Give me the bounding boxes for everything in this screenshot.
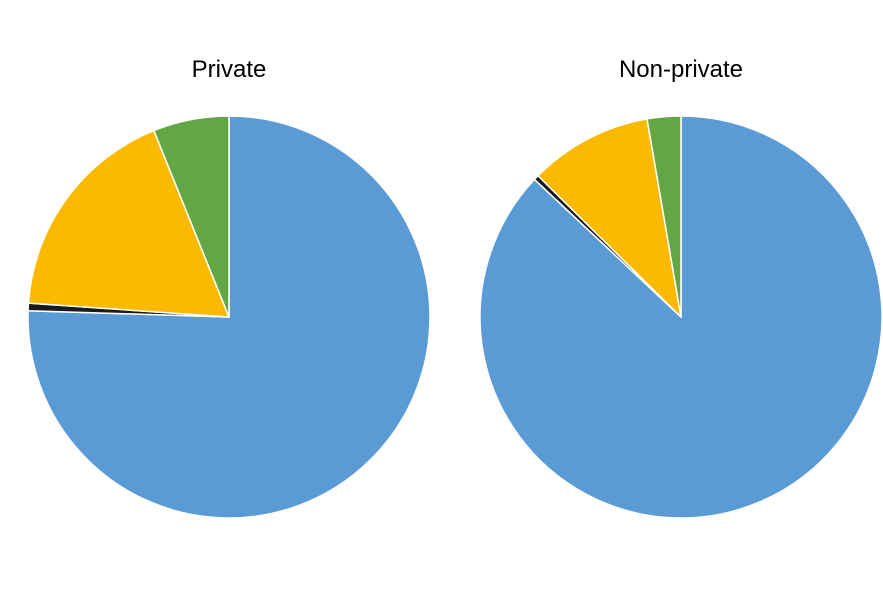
pie-title-non-private: Non-private [619,56,743,83]
pie-slice-private-yellow [27,129,230,318]
pie-slice-non-private-yellow [537,118,682,318]
pie-slices-non-private [479,115,883,519]
pie-slice-non-private-blue [479,115,883,519]
pie-chart-non-private: Non-private [479,56,883,519]
pie-slice-private-green [153,115,230,318]
pie-slices-private [27,115,431,519]
pie-chart-private: Private [27,56,431,519]
pie-title-private: Private [192,56,267,83]
pie-slice-non-private-green [646,115,682,318]
